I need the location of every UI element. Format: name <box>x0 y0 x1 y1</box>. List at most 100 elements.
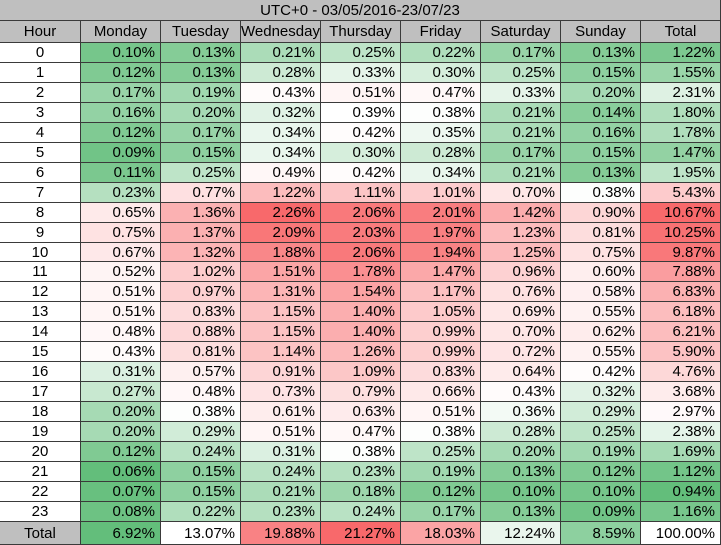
heat-cell: 0.51% <box>321 83 401 103</box>
heat-cell: 1.15% <box>241 302 321 322</box>
heat-cell: 1.11% <box>321 183 401 203</box>
column-total-cell: 6.92% <box>81 522 161 545</box>
row-total-cell: 9.87% <box>641 243 721 262</box>
heat-cell: 0.17% <box>401 502 481 522</box>
heat-cell: 0.30% <box>321 143 401 163</box>
hour-label: 5 <box>0 143 81 163</box>
heat-cell: 0.34% <box>401 163 481 183</box>
hour-label: 4 <box>0 123 81 143</box>
heat-cell: 0.52% <box>81 262 161 282</box>
hour-label: 2 <box>0 83 81 103</box>
hour-label: 19 <box>0 422 81 442</box>
heat-cell: 0.15% <box>161 143 241 163</box>
hour-label: 3 <box>0 103 81 123</box>
heat-cell: 1.15% <box>241 322 321 342</box>
row-total-cell: 1.16% <box>641 502 721 522</box>
heat-cell: 0.81% <box>161 342 241 362</box>
heat-cell: 0.12% <box>81 442 161 462</box>
header-total: Total <box>641 21 721 43</box>
heat-cell: 0.15% <box>561 143 641 163</box>
heat-cell: 0.12% <box>81 123 161 143</box>
heat-cell: 0.49% <box>241 163 321 183</box>
column-total-cell: 18.03% <box>401 522 481 545</box>
heat-cell: 0.20% <box>81 402 161 422</box>
heat-cell: 1.17% <box>401 282 481 302</box>
heat-cell: 2.06% <box>321 203 401 223</box>
heat-cell: 0.11% <box>81 163 161 183</box>
heat-cell: 1.01% <box>401 183 481 203</box>
heat-cell: 0.20% <box>481 442 561 462</box>
hour-label: 13 <box>0 302 81 322</box>
heat-cell: 0.13% <box>161 63 241 83</box>
heat-cell: 0.48% <box>161 382 241 402</box>
heat-cell: 0.67% <box>81 243 161 262</box>
row-total-cell: 3.68% <box>641 382 721 402</box>
row-total-cell: 6.21% <box>641 322 721 342</box>
row-total-cell: 5.43% <box>641 183 721 203</box>
heat-cell: 0.21% <box>481 163 561 183</box>
heat-cell: 0.10% <box>81 43 161 63</box>
heat-cell: 0.38% <box>161 402 241 422</box>
heat-cell: 0.25% <box>481 63 561 83</box>
column-total-cell: 21.27% <box>321 522 401 545</box>
heat-cell: 0.21% <box>241 43 321 63</box>
heat-cell: 0.09% <box>561 502 641 522</box>
heat-cell: 0.75% <box>561 243 641 262</box>
heat-cell: 0.69% <box>481 302 561 322</box>
row-total-cell: 1.80% <box>641 103 721 123</box>
heat-cell: 0.55% <box>561 342 641 362</box>
heat-cell: 0.13% <box>561 163 641 183</box>
heat-cell: 0.25% <box>561 422 641 442</box>
heat-cell: 0.58% <box>561 282 641 302</box>
heat-cell: 0.28% <box>241 63 321 83</box>
heat-cell: 0.70% <box>481 322 561 342</box>
heat-cell: 0.63% <box>321 402 401 422</box>
row-total-cell: 2.31% <box>641 83 721 103</box>
heat-cell: 0.38% <box>561 183 641 203</box>
heat-cell: 0.47% <box>401 83 481 103</box>
header-wednesday: Wednesday <box>241 21 321 43</box>
heat-cell: 0.36% <box>481 402 561 422</box>
header-sunday: Sunday <box>561 21 641 43</box>
heat-cell: 0.28% <box>481 422 561 442</box>
heat-cell: 1.94% <box>401 243 481 262</box>
heat-cell: 0.97% <box>161 282 241 302</box>
row-total-cell: 0.94% <box>641 482 721 502</box>
header-hour: Hour <box>0 21 81 43</box>
heat-cell: 0.38% <box>401 103 481 123</box>
heat-cell: 0.29% <box>161 422 241 442</box>
heat-cell: 0.43% <box>241 83 321 103</box>
heat-cell: 1.42% <box>481 203 561 223</box>
heat-cell: 0.42% <box>561 362 641 382</box>
heat-cell: 1.02% <box>161 262 241 282</box>
heat-cell: 0.55% <box>561 302 641 322</box>
heat-cell: 2.03% <box>321 223 401 243</box>
heat-cell: 1.40% <box>321 322 401 342</box>
heat-cell: 0.38% <box>401 422 481 442</box>
hour-label: 12 <box>0 282 81 302</box>
heat-cell: 1.31% <box>241 282 321 302</box>
heat-cell: 0.99% <box>401 322 481 342</box>
heat-cell: 2.09% <box>241 223 321 243</box>
heat-cell: 1.97% <box>401 223 481 243</box>
heat-cell: 0.13% <box>481 462 561 482</box>
heat-cell: 0.14% <box>561 103 641 123</box>
heat-cell: 0.23% <box>321 462 401 482</box>
heat-cell: 0.60% <box>561 262 641 282</box>
heat-cell: 0.21% <box>241 482 321 502</box>
heat-cell: 0.13% <box>561 43 641 63</box>
hour-label: 0 <box>0 43 81 63</box>
heat-cell: 0.73% <box>241 382 321 402</box>
heat-cell: 0.25% <box>161 163 241 183</box>
header-thursday: Thursday <box>321 21 401 43</box>
heat-cell: 0.96% <box>481 262 561 282</box>
row-total-cell: 7.88% <box>641 262 721 282</box>
chart-title: UTC+0 - 03/05/2016-23/07/23 <box>0 0 721 21</box>
heat-cell: 0.13% <box>481 502 561 522</box>
heat-cell: 0.43% <box>481 382 561 402</box>
heat-cell: 0.21% <box>481 123 561 143</box>
heat-cell: 1.32% <box>161 243 241 262</box>
heat-cell: 0.16% <box>81 103 161 123</box>
heat-cell: 0.43% <box>81 342 161 362</box>
heat-cell: 0.34% <box>241 123 321 143</box>
